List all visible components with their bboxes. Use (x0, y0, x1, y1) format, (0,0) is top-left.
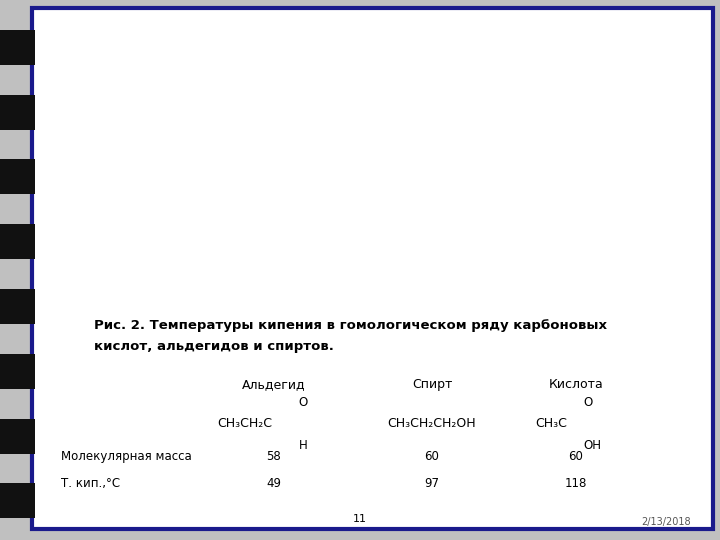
Text: OH: OH (583, 439, 601, 452)
Text: Альдегид: Альдегид (242, 378, 305, 391)
Text: RCOOH: RCOOH (539, 47, 588, 60)
Text: Молекулярная масса: Молекулярная масса (61, 450, 192, 463)
Text: n: n (607, 276, 618, 291)
Text: Спирт: Спирт (412, 378, 452, 391)
Text: Рис. 2. Температуры кипения в гомологическом ряду карбоновых: Рис. 2. Температуры кипения в гомологиче… (94, 319, 606, 332)
Text: 118: 118 (564, 477, 588, 490)
Text: 11: 11 (353, 514, 367, 524)
Text: H: H (299, 439, 307, 452)
Text: Кислота: Кислота (549, 378, 603, 391)
Text: т.  кип.  °C: т. кип. °C (176, 36, 260, 50)
Text: O: O (583, 396, 593, 409)
Text: R-CH₂OH: R-CH₂OH (539, 106, 598, 119)
FancyBboxPatch shape (463, 145, 670, 198)
Text: кислот, альдегидов и спиртов.: кислот, альдегидов и спиртов. (94, 340, 333, 353)
Text: 60: 60 (425, 450, 439, 463)
Text: 58: 58 (266, 450, 281, 463)
Text: 60: 60 (569, 450, 583, 463)
FancyBboxPatch shape (463, 27, 670, 80)
Text: CH₃CH₂C: CH₃CH₂C (217, 417, 272, 430)
FancyBboxPatch shape (463, 86, 670, 139)
Text: CH₃CH₂CH₂OH: CH₃CH₂CH₂OH (387, 417, 477, 430)
Text: R-CHO: R-CHO (539, 165, 582, 178)
Text: O: O (299, 396, 308, 409)
Text: 2/13/2018: 2/13/2018 (642, 516, 691, 526)
Text: CH₃C: CH₃C (535, 417, 567, 430)
Text: 97: 97 (425, 477, 439, 490)
Text: Т. кип.,°C: Т. кип.,°C (61, 477, 120, 490)
Text: 49: 49 (266, 477, 281, 490)
